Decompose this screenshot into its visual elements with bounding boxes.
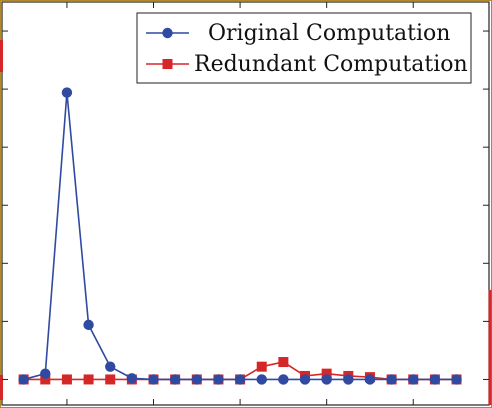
data-point-circle — [256, 374, 267, 385]
data-point-circle — [386, 374, 397, 385]
data-point-circle — [61, 87, 73, 98]
data-point-circle — [408, 374, 419, 385]
data-point-circle — [18, 374, 29, 385]
data-point-circle — [148, 374, 159, 385]
data-point-square — [256, 361, 267, 372]
data-point-square — [105, 374, 116, 385]
data-point-circle — [169, 374, 181, 385]
data-point-square — [83, 374, 94, 385]
data-point-square — [278, 357, 289, 368]
legend-marker-circle — [162, 27, 173, 39]
data-point-circle — [278, 374, 289, 385]
legend-label-0: Original Computation — [208, 21, 450, 46]
data-point-circle — [299, 374, 311, 385]
axis-ticks-group — [2, 2, 489, 405]
data-point-circle — [321, 374, 332, 385]
legend-marker-square — [162, 59, 173, 69]
data-point-circle — [451, 374, 462, 385]
data-point-circle — [191, 374, 202, 385]
data-point-circle — [40, 368, 51, 379]
data-point-circle — [343, 374, 354, 385]
data-point-square — [40, 374, 51, 385]
data-point-circle — [83, 319, 94, 331]
data-point-square — [321, 368, 332, 379]
data-point-circle — [429, 374, 441, 385]
data-point-circle — [234, 374, 246, 385]
series-line-0 — [23, 92, 457, 381]
legend-label-1: Redundant Computation — [194, 52, 468, 77]
data-point-circle — [364, 374, 376, 385]
data-point-square — [61, 374, 72, 385]
series-group — [18, 87, 462, 385]
legend-box — [136, 12, 472, 84]
data-point-circle — [213, 374, 224, 385]
data-point-circle — [105, 361, 116, 372]
data-point-circle — [126, 373, 138, 384]
legend: Original Computation Redundant Computatio… — [136, 12, 472, 84]
